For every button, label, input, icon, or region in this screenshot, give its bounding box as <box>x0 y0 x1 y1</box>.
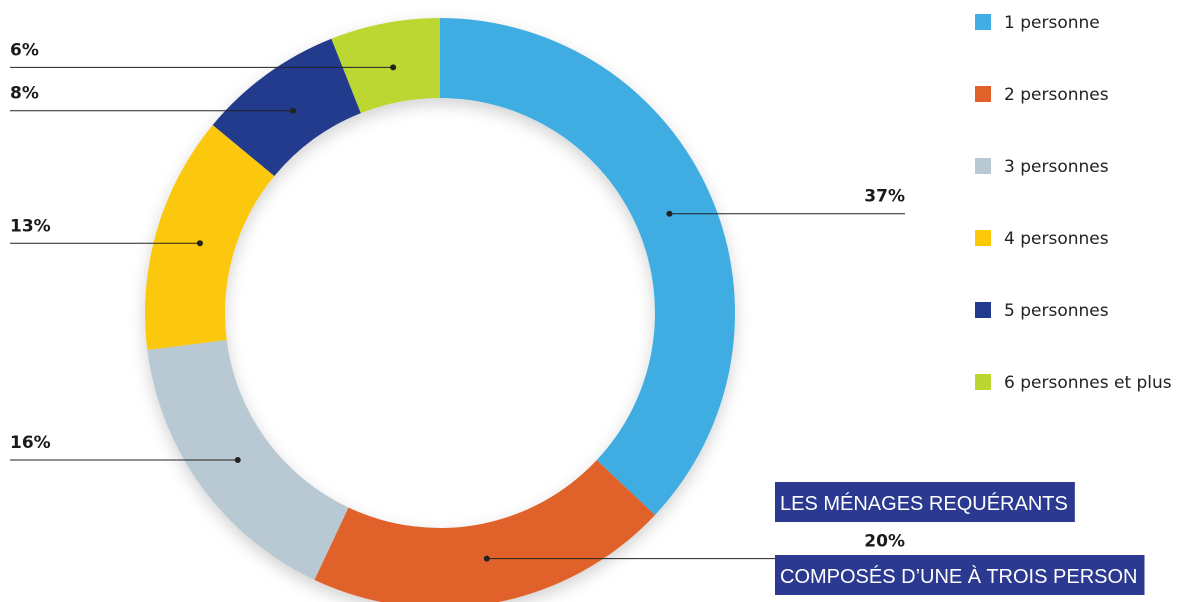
slice <box>331 18 440 114</box>
leader-dot <box>196 240 203 247</box>
data-label: 37% <box>864 187 905 207</box>
data-label: 16% <box>10 433 51 453</box>
legend-label: 5 personnes <box>1004 301 1109 321</box>
legend-label: 1 personne <box>1004 13 1100 33</box>
leader-dot <box>666 210 673 217</box>
legend-swatch <box>975 374 991 390</box>
legend-swatch <box>975 86 991 102</box>
slice <box>145 124 275 350</box>
annotation: COMPOSÉS D’UNE À TROIS PERSON <box>780 565 1137 588</box>
leader-dot <box>234 456 241 463</box>
leader-dot <box>390 64 397 71</box>
legend-swatch <box>975 14 991 30</box>
legend-swatch <box>975 302 991 318</box>
legend-swatch <box>975 158 991 174</box>
annotation-box <box>775 482 1075 522</box>
annotation: LES MÉNAGES REQUÉRANTS <box>780 492 1068 515</box>
data-label: 20% <box>864 532 905 552</box>
slice <box>212 38 361 176</box>
annotation-box <box>775 555 1145 595</box>
donut <box>145 18 735 602</box>
legend-label: 6 personnes et plus <box>1004 373 1172 393</box>
data-label: 13% <box>10 216 51 236</box>
data-label: 8% <box>10 84 39 104</box>
slice <box>314 460 656 602</box>
legend-label: 4 personnes <box>1004 229 1109 249</box>
legend-swatch <box>975 230 991 246</box>
legend-label: 2 personnes <box>1004 85 1109 105</box>
legend-label: 3 personnes <box>1004 157 1109 177</box>
slice <box>147 339 349 580</box>
data-label: 6% <box>10 40 39 60</box>
leader-dot <box>290 107 297 114</box>
slice <box>440 18 735 515</box>
leader-dot <box>483 555 490 562</box>
